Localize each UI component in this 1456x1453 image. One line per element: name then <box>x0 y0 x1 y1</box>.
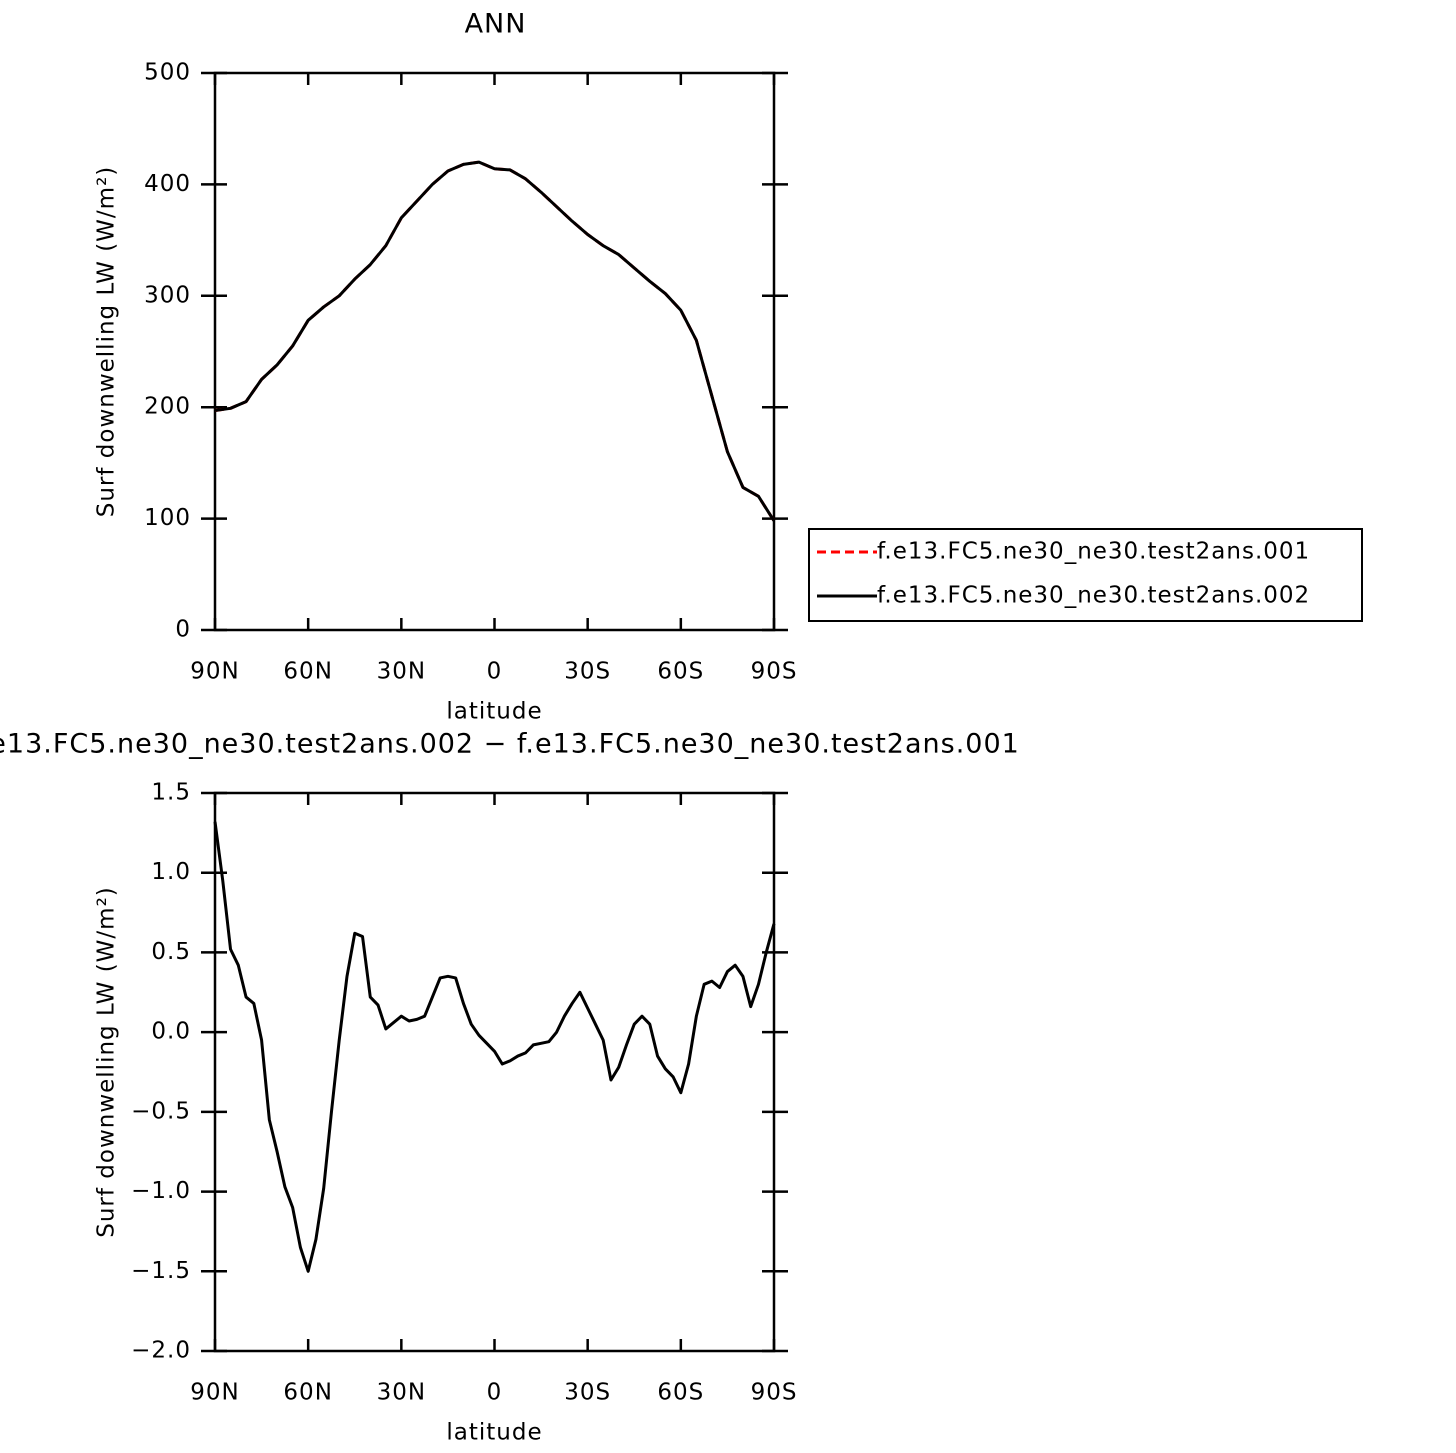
legend-label: f.e13.FC5.ne30_ne30.test2ans.001 <box>877 539 1310 565</box>
legend-label: f.e13.FC5.ne30_ne30.test2ans.002 <box>877 583 1310 609</box>
chart-title: ANN <box>465 9 527 40</box>
y-tick-label: 400 <box>144 171 191 197</box>
x-tick-label: 90N <box>190 1380 239 1406</box>
y-axis-label: Surf downwelling LW (W/m²) <box>94 886 120 1238</box>
x-tick-label: 30N <box>377 1380 426 1406</box>
y-tick-label: 1.0 <box>151 859 191 885</box>
series-line <box>214 160 776 522</box>
x-tick-label: 30S <box>564 659 611 685</box>
x-tick-label: 90S <box>751 659 798 685</box>
y-tick-label: 0.0 <box>151 1019 191 1045</box>
x-tick-label: 60N <box>283 1380 332 1406</box>
y-tick-label: 100 <box>144 505 191 531</box>
plot-frame <box>213 71 776 632</box>
x-tick-label: 30N <box>377 659 426 685</box>
y-tick-label: 0.5 <box>151 939 191 965</box>
x-tick-label: 90S <box>751 1380 798 1406</box>
x-tick-label: 90N <box>190 659 239 685</box>
x-axis-label: latitude <box>446 1420 542 1446</box>
x-tick-label: 0 <box>487 1380 503 1406</box>
y-tick-label: −1.5 <box>131 1258 191 1284</box>
x-tick-label: 60S <box>657 1380 704 1406</box>
y-tick-label: −2.0 <box>131 1338 191 1364</box>
x-axis-label: latitude <box>446 699 542 725</box>
series-line <box>213 821 776 1273</box>
x-tick-label: 30S <box>564 1380 611 1406</box>
x-tick-label: 60N <box>283 659 332 685</box>
y-tick-label: −1.0 <box>131 1178 191 1204</box>
y-axis-label: Surf downwelling LW (W/m²) <box>94 166 120 518</box>
y-tick-label: 200 <box>144 394 191 420</box>
y-tick-label: 300 <box>144 282 191 308</box>
y-tick-label: −0.5 <box>131 1098 191 1124</box>
x-tick-label: 60S <box>657 659 704 685</box>
y-tick-label: 0 <box>175 617 191 643</box>
legend-box <box>808 528 1363 622</box>
plot-frame <box>213 791 776 1353</box>
series-line <box>214 160 776 522</box>
chart-title: f.e13.FC5.ne30_ne30.test2ans.002 − f.e13… <box>0 729 1020 760</box>
y-tick-label: 500 <box>144 60 191 86</box>
x-tick-label: 0 <box>487 659 503 685</box>
y-tick-label: 1.5 <box>151 780 191 806</box>
